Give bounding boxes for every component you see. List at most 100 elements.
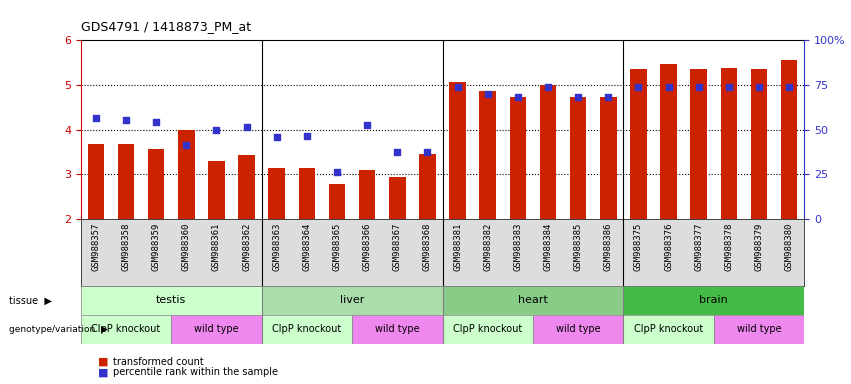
Point [270,134,283,140]
Text: GSM988361: GSM988361 [212,222,221,271]
Point [602,94,615,100]
Point [240,124,254,131]
Text: ClpP knockout: ClpP knockout [634,324,703,334]
Text: ■: ■ [98,357,111,367]
Text: ClpP knockout: ClpP knockout [453,324,523,334]
Bar [540,85,557,219]
Text: wild type: wild type [375,324,420,334]
Bar [261,286,443,315]
Bar [623,315,714,344]
Text: GSM988368: GSM988368 [423,222,432,271]
Text: GSM988359: GSM988359 [151,222,161,271]
Bar [443,315,533,344]
Point [662,84,676,90]
Bar [570,98,586,219]
Text: ClpP knockout: ClpP knockout [91,324,161,334]
Text: GSM988385: GSM988385 [574,222,583,271]
Bar [751,69,768,219]
Bar [148,149,164,219]
Text: GSM988383: GSM988383 [513,222,523,271]
Bar [299,168,315,219]
Bar [420,154,436,219]
Text: GSM988367: GSM988367 [393,222,402,271]
Text: wild type: wild type [737,324,781,334]
Bar [623,286,804,315]
Text: ClpP knockout: ClpP knockout [272,324,341,334]
Bar [88,144,104,219]
Text: GSM988378: GSM988378 [724,222,734,271]
Point [360,122,374,128]
Point [692,84,705,90]
Bar [721,68,737,219]
Text: GSM988377: GSM988377 [694,222,703,271]
Text: GSM988366: GSM988366 [363,222,372,271]
Text: GSM988384: GSM988384 [544,222,552,271]
Bar [479,91,496,219]
Point [391,149,404,156]
Point [631,84,645,90]
Bar [261,315,352,344]
Point [481,91,494,97]
Point [209,127,223,133]
Text: tissue  ▶: tissue ▶ [9,295,51,306]
Text: transformed count: transformed count [113,357,204,367]
Point [300,133,314,139]
Bar [630,69,647,219]
Point [722,84,735,90]
Bar [510,97,526,219]
Bar [238,155,255,219]
Bar [117,144,134,219]
Bar [714,315,804,344]
Bar [81,315,171,344]
Bar [443,286,623,315]
Point [420,149,434,155]
Text: GSM988360: GSM988360 [182,222,191,271]
Text: GSM988382: GSM988382 [483,222,492,271]
Point [782,84,796,90]
Bar [533,315,623,344]
Text: percentile rank within the sample: percentile rank within the sample [113,367,278,377]
Point [119,117,133,123]
Bar [352,315,443,344]
Text: GSM988365: GSM988365 [333,222,341,271]
Bar [660,65,677,219]
Point [541,84,555,90]
Point [180,142,193,148]
Bar [171,315,261,344]
Bar [600,97,617,219]
Text: GSM988363: GSM988363 [272,222,281,271]
Text: brain: brain [700,295,728,306]
Point [752,84,766,90]
Bar [781,60,797,219]
Text: GSM988376: GSM988376 [664,222,673,271]
Text: GSM988362: GSM988362 [243,222,251,271]
Text: wild type: wild type [556,324,601,334]
Text: GSM988364: GSM988364 [302,222,311,271]
Text: ■: ■ [98,367,111,377]
Bar [389,177,406,219]
Text: GSM988375: GSM988375 [634,222,643,271]
Text: GSM988381: GSM988381 [453,222,462,271]
Text: heart: heart [518,295,548,306]
Bar [449,82,465,219]
Bar [359,170,375,219]
Bar [268,168,285,219]
Text: GSM988379: GSM988379 [755,222,763,271]
Bar [690,69,707,219]
Bar [328,184,346,219]
Text: GSM988358: GSM988358 [122,222,130,271]
Bar [81,286,262,315]
Point [571,94,585,101]
Point [511,94,525,101]
Bar [208,161,225,219]
Text: wild type: wild type [194,324,239,334]
Point [330,169,344,175]
Point [89,114,103,121]
Text: testis: testis [156,295,186,306]
Text: GDS4791 / 1418873_PM_at: GDS4791 / 1418873_PM_at [81,20,251,33]
Text: genotype/variation  ▶: genotype/variation ▶ [9,325,107,334]
Point [451,84,465,90]
Text: GSM988380: GSM988380 [785,222,794,271]
Text: GSM988386: GSM988386 [604,222,613,271]
Text: GSM988357: GSM988357 [91,222,100,271]
